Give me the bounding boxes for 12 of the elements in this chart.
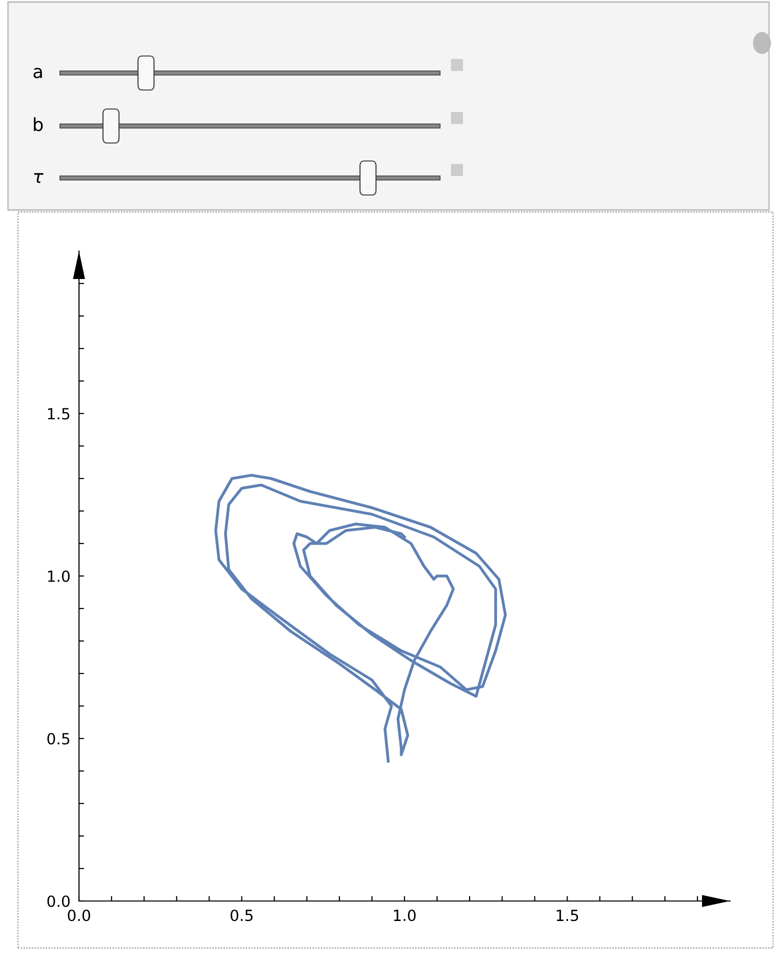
x-tick-label: 0.0	[68, 910, 90, 922]
x-tick-label: 0.5	[230, 910, 253, 922]
x-tick-label: 1.0	[394, 910, 416, 922]
line-series	[214, 474, 507, 763]
text: a	[34, 68, 42, 78]
text: b	[34, 117, 43, 132]
y-tick-label: 0.5	[47, 732, 70, 745]
text: τ	[34, 173, 44, 183]
x-tick-label: 1.5	[556, 910, 578, 922]
y-tick-label: 1.0	[48, 570, 70, 582]
y-tick-label: 0.0	[47, 895, 70, 908]
y-tick-label: 1.5	[48, 408, 70, 420]
